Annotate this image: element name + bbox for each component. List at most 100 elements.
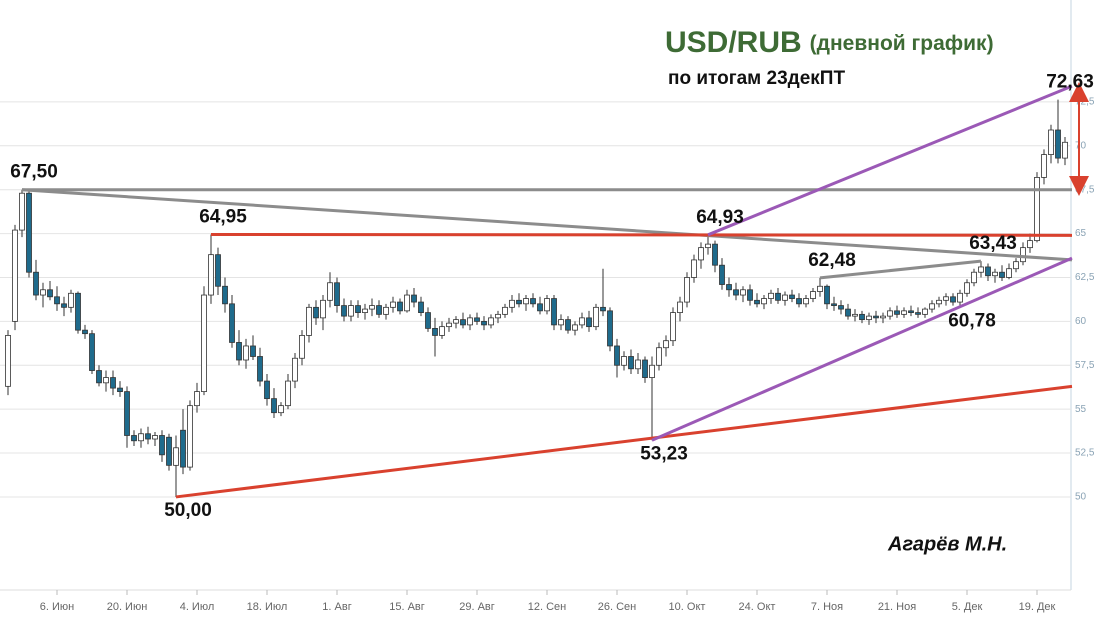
candle-body xyxy=(292,357,298,382)
candle-body xyxy=(530,298,536,305)
x-tick-label: 1. Авг xyxy=(322,601,351,613)
candle-body xyxy=(425,312,431,329)
candle-body xyxy=(670,312,676,342)
candle-body xyxy=(978,266,984,273)
candle-body xyxy=(761,298,767,305)
candle-body xyxy=(1034,177,1040,242)
candle-body xyxy=(516,299,522,305)
candle-body xyxy=(327,282,333,301)
candle-body xyxy=(383,306,389,315)
candle-body xyxy=(1062,141,1068,159)
candle-body xyxy=(173,447,179,466)
trend-line xyxy=(210,232,1073,237)
annotation-label: 64,95 xyxy=(199,206,247,227)
x-tick-label: 24. Окт xyxy=(739,601,776,613)
candle-body xyxy=(215,254,221,287)
candle-body xyxy=(285,380,291,407)
candle-body xyxy=(12,229,18,322)
candle-body xyxy=(75,292,81,331)
candle-body xyxy=(264,380,270,400)
candle-body xyxy=(208,254,214,296)
candle-body xyxy=(831,303,837,306)
candle-body xyxy=(201,294,207,393)
candle-body xyxy=(824,285,830,305)
candle-body xyxy=(1020,247,1026,263)
candle-body xyxy=(271,398,277,414)
candle-body xyxy=(551,298,557,326)
y-tick-label: 62,5 xyxy=(1075,272,1095,283)
candle-body xyxy=(369,305,375,310)
x-tick-label: 21. Ноя xyxy=(878,601,916,613)
candle-body xyxy=(656,347,662,366)
candle-body xyxy=(222,285,228,305)
annotation-label: 67,50 xyxy=(10,162,58,183)
candle-body xyxy=(1027,240,1033,249)
x-tick-label: 15. Авг xyxy=(389,601,425,613)
annotation-label: 50,00 xyxy=(164,500,212,521)
y-tick-label: 72,5 xyxy=(1075,97,1095,108)
author: Агарёв М.Н. xyxy=(887,533,1007,555)
candle-body xyxy=(600,306,606,312)
x-tick-label: 5. Дек xyxy=(952,601,983,613)
candle-body xyxy=(299,335,305,359)
x-tick-label: 6. Июн xyxy=(40,601,74,613)
candle-body xyxy=(817,285,823,292)
candle-body xyxy=(411,294,417,303)
trend-line xyxy=(707,84,1073,237)
candle-body xyxy=(166,436,172,466)
candle-body xyxy=(117,387,123,393)
candle-body xyxy=(523,298,529,305)
candle-body xyxy=(5,335,11,387)
y-tick-label: 57,5 xyxy=(1075,360,1095,371)
candle-body xyxy=(341,305,347,317)
candle-body xyxy=(467,317,473,326)
candle-body xyxy=(362,308,368,314)
candle-body xyxy=(712,243,718,266)
candle-body xyxy=(537,303,543,312)
candle-body xyxy=(908,310,914,314)
y-tick-label: 52,5 xyxy=(1075,448,1095,459)
candle-body xyxy=(257,356,263,382)
candle-body xyxy=(61,303,67,308)
candle-body xyxy=(922,308,928,315)
candle-body xyxy=(138,433,144,442)
candle-body xyxy=(313,306,319,319)
candle-body xyxy=(768,292,774,299)
candle-body xyxy=(103,377,109,384)
candle-body xyxy=(579,317,585,326)
y-tick-label: 70 xyxy=(1075,140,1087,151)
candle-body xyxy=(726,284,732,291)
candle-body xyxy=(803,298,809,305)
candle-body xyxy=(915,312,921,315)
candle-body xyxy=(789,294,795,299)
candle-body xyxy=(607,310,613,347)
candle-body xyxy=(642,359,648,378)
candle-body xyxy=(558,319,564,326)
candle-body xyxy=(187,405,193,468)
candle-body xyxy=(236,342,242,361)
x-tick-label: 10. Окт xyxy=(669,601,706,613)
candle-body xyxy=(397,301,403,312)
x-tick-label: 7. Ноя xyxy=(811,601,843,613)
candle-body xyxy=(68,292,74,308)
candle-body xyxy=(866,315,872,321)
candle-body xyxy=(124,391,130,436)
candle-body xyxy=(985,266,991,277)
candle-body xyxy=(852,313,858,317)
subtitle: по итогам 23декПТ xyxy=(668,68,845,89)
candle-body xyxy=(796,298,802,305)
x-tick-label: 19. Дек xyxy=(1019,601,1056,613)
candle-body xyxy=(89,333,95,371)
candle-body xyxy=(145,433,151,440)
candle-body xyxy=(733,289,739,296)
candle-body xyxy=(390,301,396,308)
candle-body xyxy=(544,298,550,312)
candle-body xyxy=(586,317,592,328)
candle-body xyxy=(278,405,284,414)
candle-body xyxy=(691,259,697,278)
candle-body xyxy=(229,303,235,343)
candle-body xyxy=(873,315,879,319)
candle-body xyxy=(131,435,137,442)
candle-body xyxy=(1048,129,1054,155)
